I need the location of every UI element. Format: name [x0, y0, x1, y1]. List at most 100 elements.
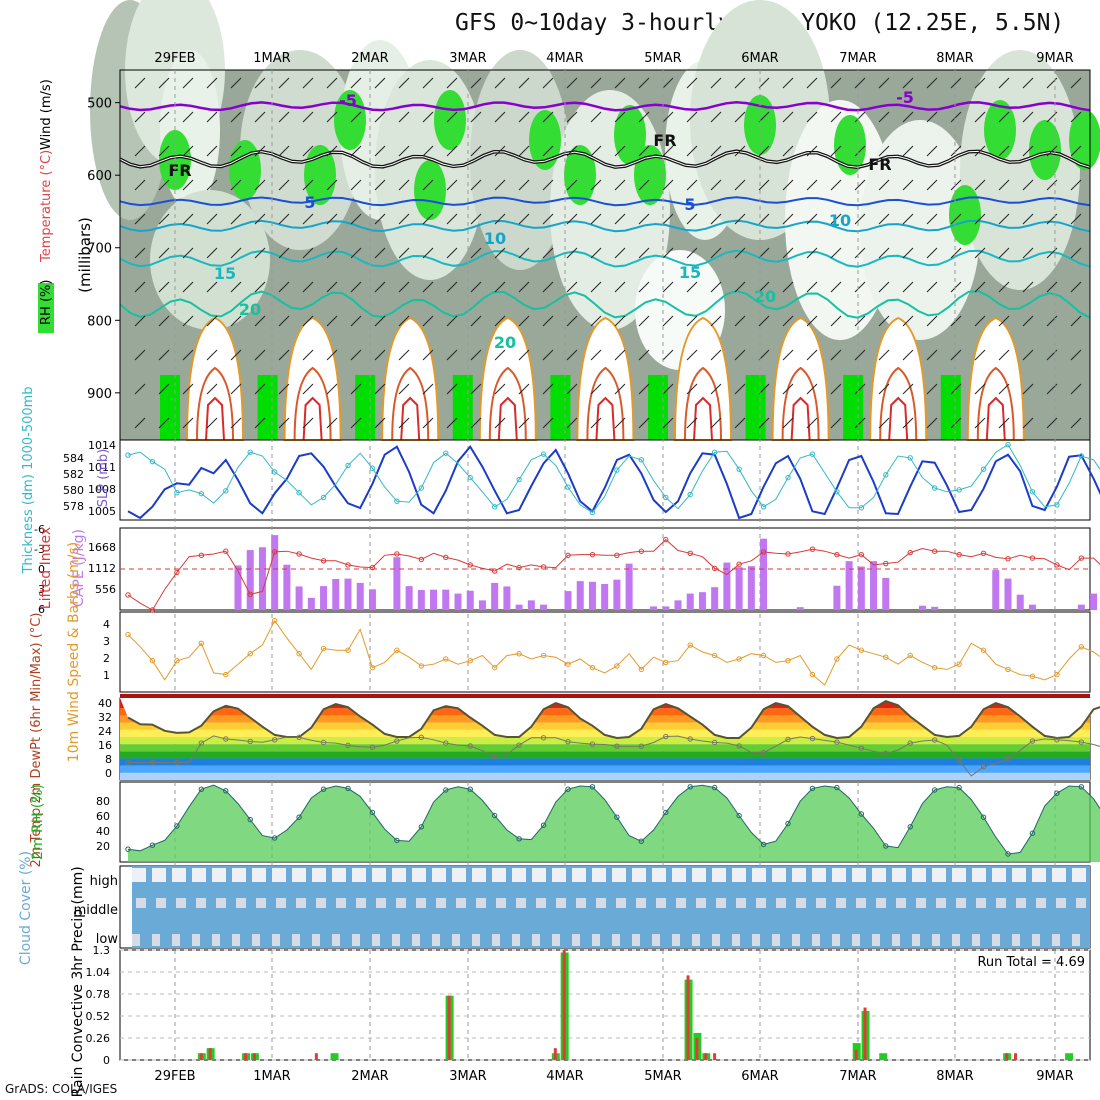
wind-barb: [1046, 281, 1058, 293]
legend-rh: RH (%): [39, 280, 54, 325]
wind-barb: [902, 111, 914, 123]
rh-tick-label: 40: [96, 825, 110, 838]
precip-convective-bar: [314, 1053, 318, 1060]
thickness-line-point: [394, 498, 400, 504]
y-tick-label: 500: [87, 97, 112, 112]
cloud-high-gap: [1012, 868, 1026, 882]
thickness-line-point: [443, 450, 449, 456]
thickness-line-point: [418, 485, 425, 491]
rh-line-point: [223, 788, 229, 794]
lifted-index-line-point: [1054, 562, 1060, 568]
wind-barb: [998, 77, 1010, 89]
rh-line-point: [125, 846, 131, 852]
wind-barb: [278, 383, 290, 395]
lifted-axis-label: Lifted Index: [38, 527, 54, 609]
cape-bar: [283, 564, 291, 610]
isotherm-5: [119, 196, 1091, 207]
contour-label: FR: [168, 161, 191, 180]
wind-barb: [662, 247, 674, 259]
slp-tick-label: 1014: [88, 439, 116, 452]
wind-barb: [374, 179, 386, 191]
wind-axis-label: 10m Wind Speed & Barbs (m/s): [66, 542, 82, 762]
cloud-high-gap: [992, 868, 1006, 882]
wind-barb: [926, 315, 938, 327]
wind-barb: [230, 281, 242, 293]
wind-barb: [758, 77, 770, 89]
lifted-index-line-point: [711, 565, 718, 572]
cape-bar: [478, 600, 486, 610]
wind-barb: [638, 383, 650, 395]
cape-bar: [332, 578, 340, 610]
thickness-line-point: [785, 474, 791, 481]
rh-line-point: [394, 837, 400, 844]
wind-barb: [1070, 77, 1082, 89]
wind-barb: [998, 349, 1010, 361]
wind-barb: [1022, 383, 1034, 395]
wind-barb: [1022, 315, 1034, 327]
wind-speed-line-point: [198, 640, 205, 647]
precip-tick-label: 1.04: [86, 966, 111, 979]
wind-barb: [446, 213, 458, 225]
wind-barb: [374, 315, 386, 327]
cloud-low-gap: [652, 934, 660, 946]
wind-speed-line-point: [980, 647, 987, 653]
wind-barb: [854, 349, 866, 361]
wind-barb: [230, 315, 242, 327]
rh-line-point: [711, 784, 718, 791]
cloud-high-gap: [972, 868, 986, 882]
wind-barb: [806, 213, 818, 225]
wind-barb: [878, 111, 890, 123]
wind-barb: [758, 417, 770, 429]
wind-barb: [302, 281, 314, 293]
wind-speed-line-point: [663, 659, 669, 666]
warm-contour: [684, 366, 722, 441]
rh-line-point: [883, 843, 889, 849]
lifted-index-line-point: [931, 548, 938, 554]
contour-label: 20: [754, 287, 776, 306]
wind-barb: [806, 417, 818, 429]
cape-bar: [564, 591, 572, 610]
wind-barb: [374, 77, 386, 89]
cloud-low-gap: [452, 934, 460, 946]
cloud-high-gap: [552, 868, 566, 882]
cape-bar: [515, 604, 523, 610]
dewpoint-line-point: [1054, 737, 1060, 743]
wind-barb: [806, 179, 818, 191]
wind-speed-line-point: [296, 651, 302, 657]
wind-barb: [1070, 111, 1082, 123]
wind-barb: [806, 281, 818, 293]
contour-label: 5: [684, 195, 695, 214]
panel-frame-precip: [119, 949, 1091, 1061]
wind-barb: [134, 315, 146, 327]
dewpoint-line-point: [687, 736, 693, 742]
cloud-high-gap: [512, 868, 526, 882]
rh-line-point: [834, 784, 840, 791]
wind-barb: [1046, 179, 1058, 191]
wind-speed-line-point: [565, 661, 571, 667]
rh-low-patch: [160, 375, 180, 440]
wind-barb: [566, 383, 578, 395]
wind-barb: [254, 111, 266, 123]
cloud-low-gap: [872, 934, 880, 946]
wind-barb: [662, 77, 674, 89]
wind-barb: [950, 349, 962, 361]
wind-barb: [710, 179, 722, 191]
hot-contour: [400, 396, 421, 441]
cloud-high-gap: [592, 868, 606, 882]
wind-barb: [830, 315, 842, 327]
wind-barb: [278, 213, 290, 225]
wind-barb: [998, 383, 1010, 395]
date-label-bottom: 8MAR: [936, 1069, 973, 1084]
thickness-line-point: [369, 465, 376, 471]
lifted-index-line-point: [760, 549, 767, 555]
cape-bar: [992, 570, 1000, 610]
wind-barb: [326, 383, 338, 395]
lifted-index-line-point: [980, 550, 987, 556]
cape-bar: [491, 582, 499, 610]
wind-barb: [422, 383, 434, 395]
wind-barb: [662, 145, 674, 157]
dewpoint-line-point: [443, 740, 449, 746]
precip-convective-bar: [252, 1053, 256, 1060]
wind-barb: [158, 179, 170, 191]
